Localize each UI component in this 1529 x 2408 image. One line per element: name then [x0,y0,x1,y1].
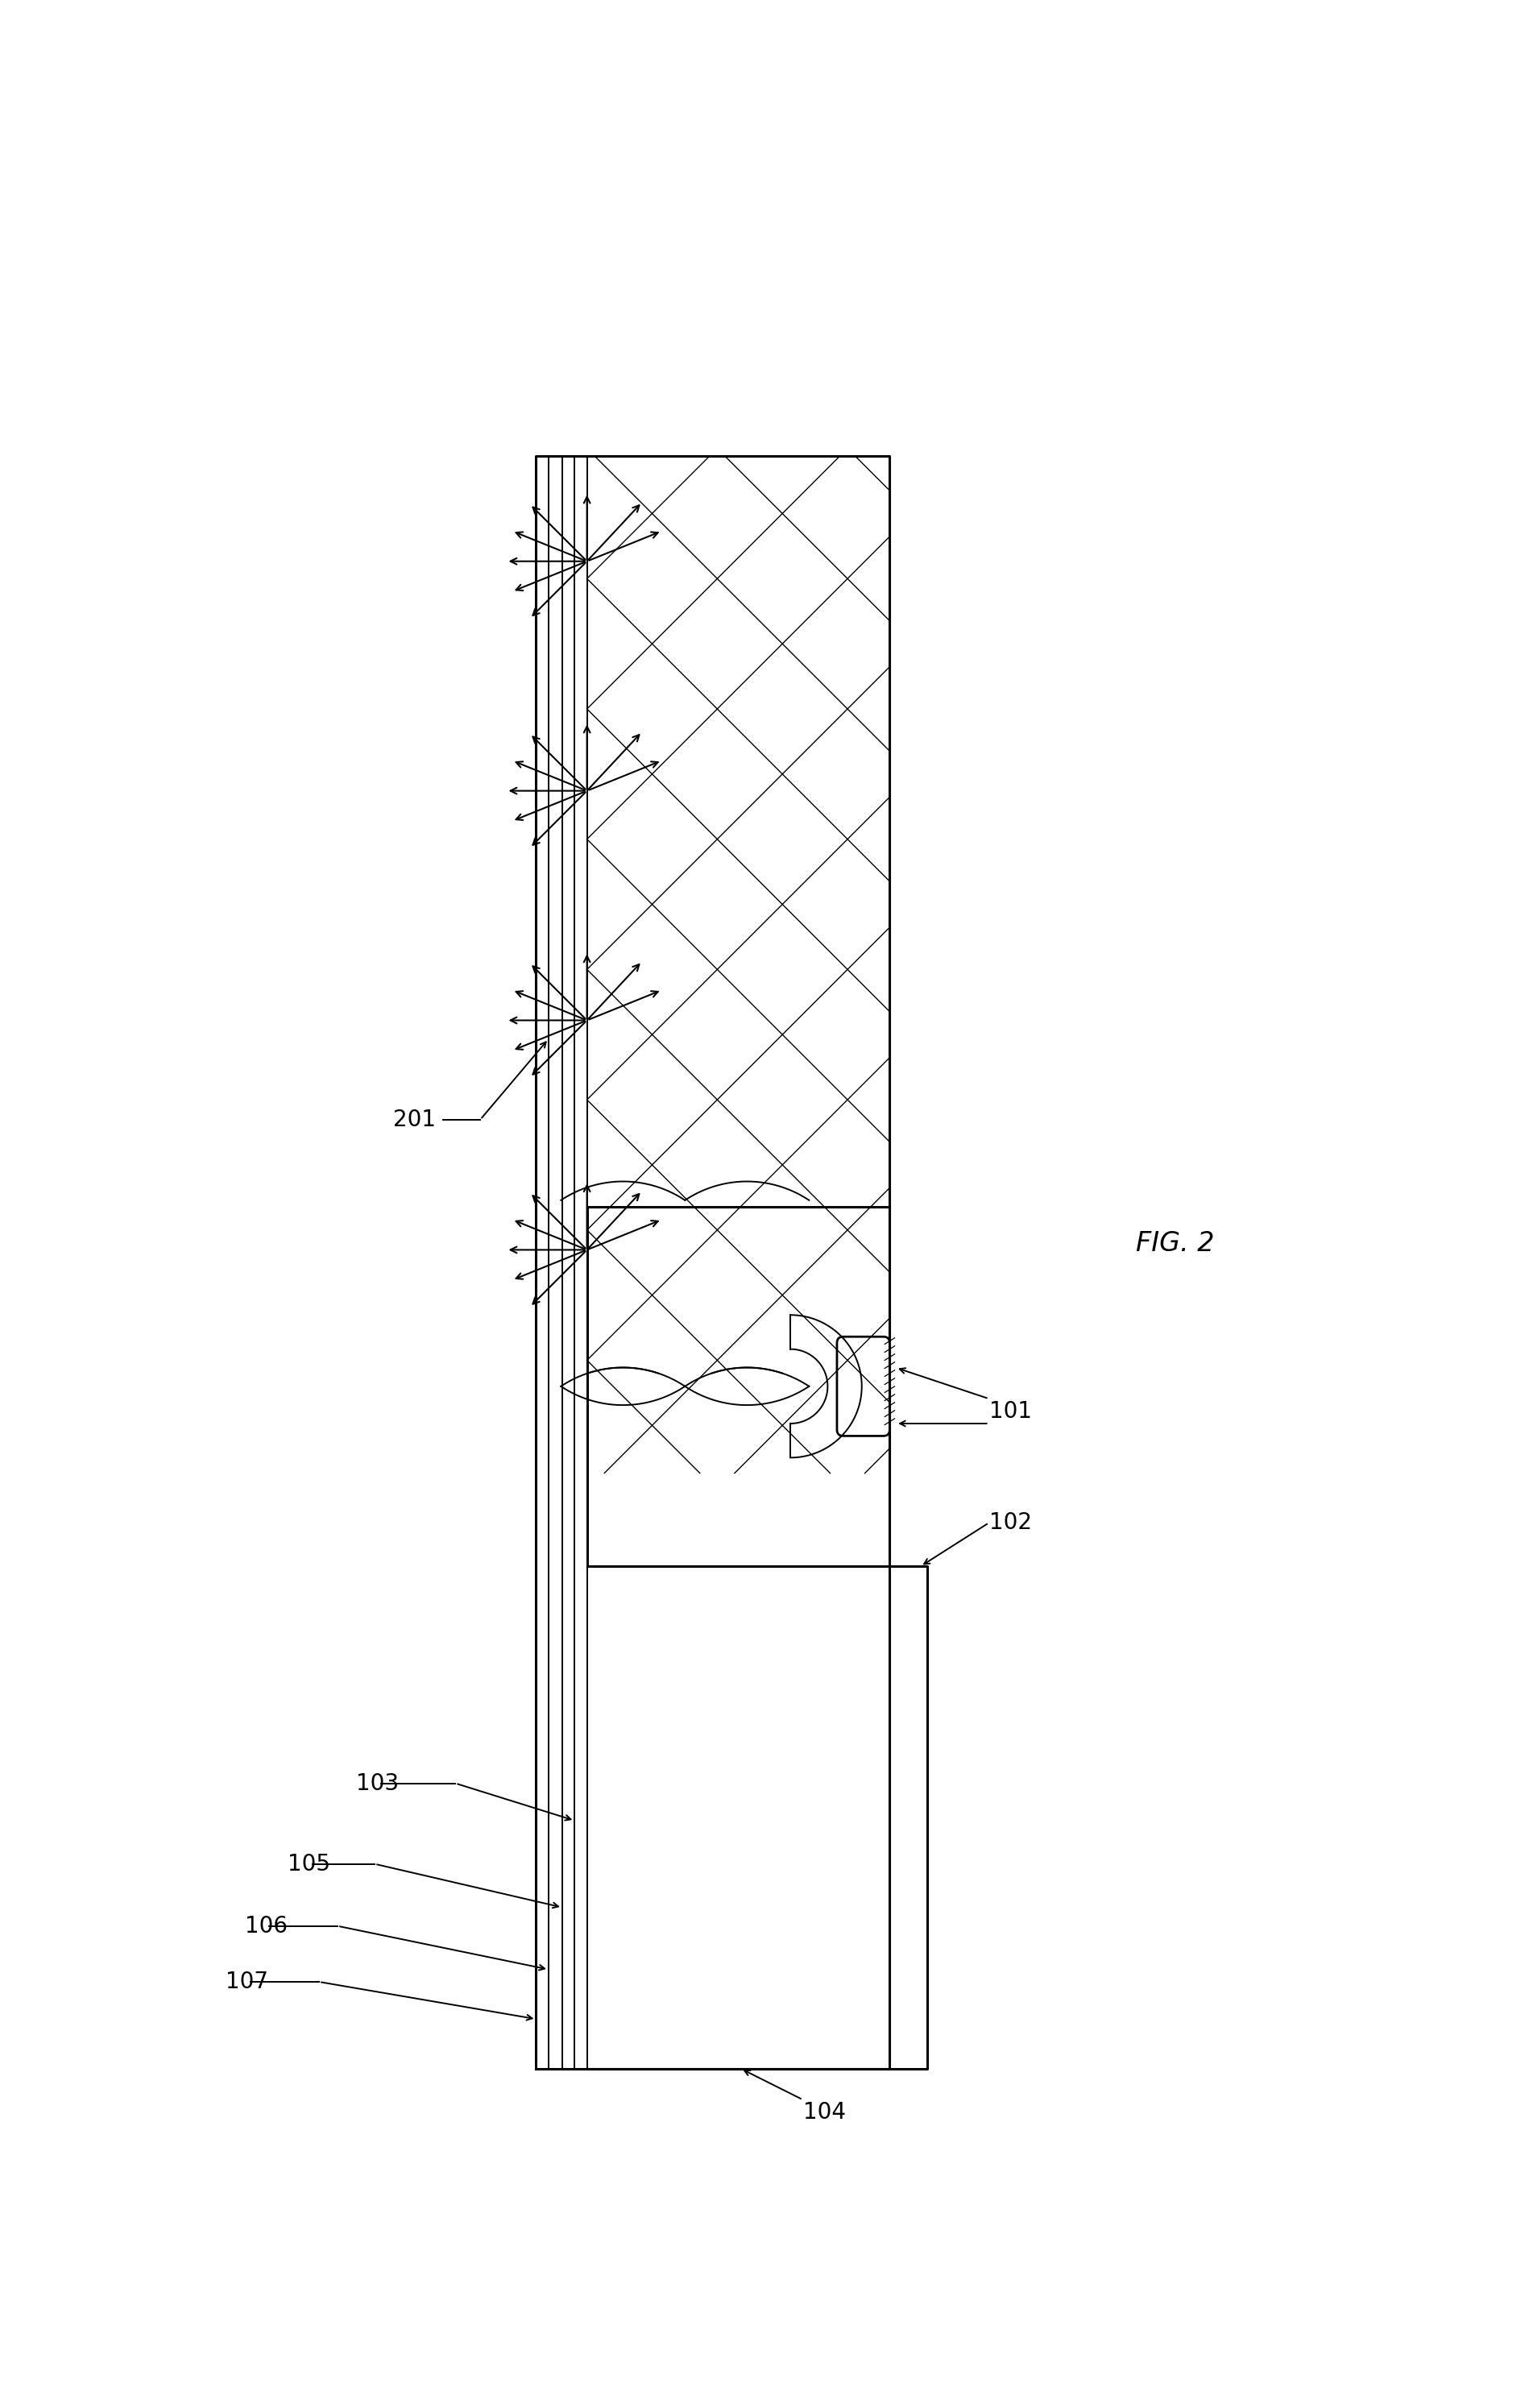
Text: FIG. 2: FIG. 2 [1136,1230,1214,1257]
Text: 107: 107 [226,1970,269,1994]
Text: 101: 101 [989,1399,1032,1423]
Text: 103: 103 [356,1772,399,1794]
Text: 105: 105 [287,1852,330,1876]
Text: 102: 102 [989,1512,1032,1534]
Text: 201: 201 [393,1108,436,1132]
Text: 106: 106 [245,1914,287,1938]
Text: 104: 104 [803,2100,846,2124]
